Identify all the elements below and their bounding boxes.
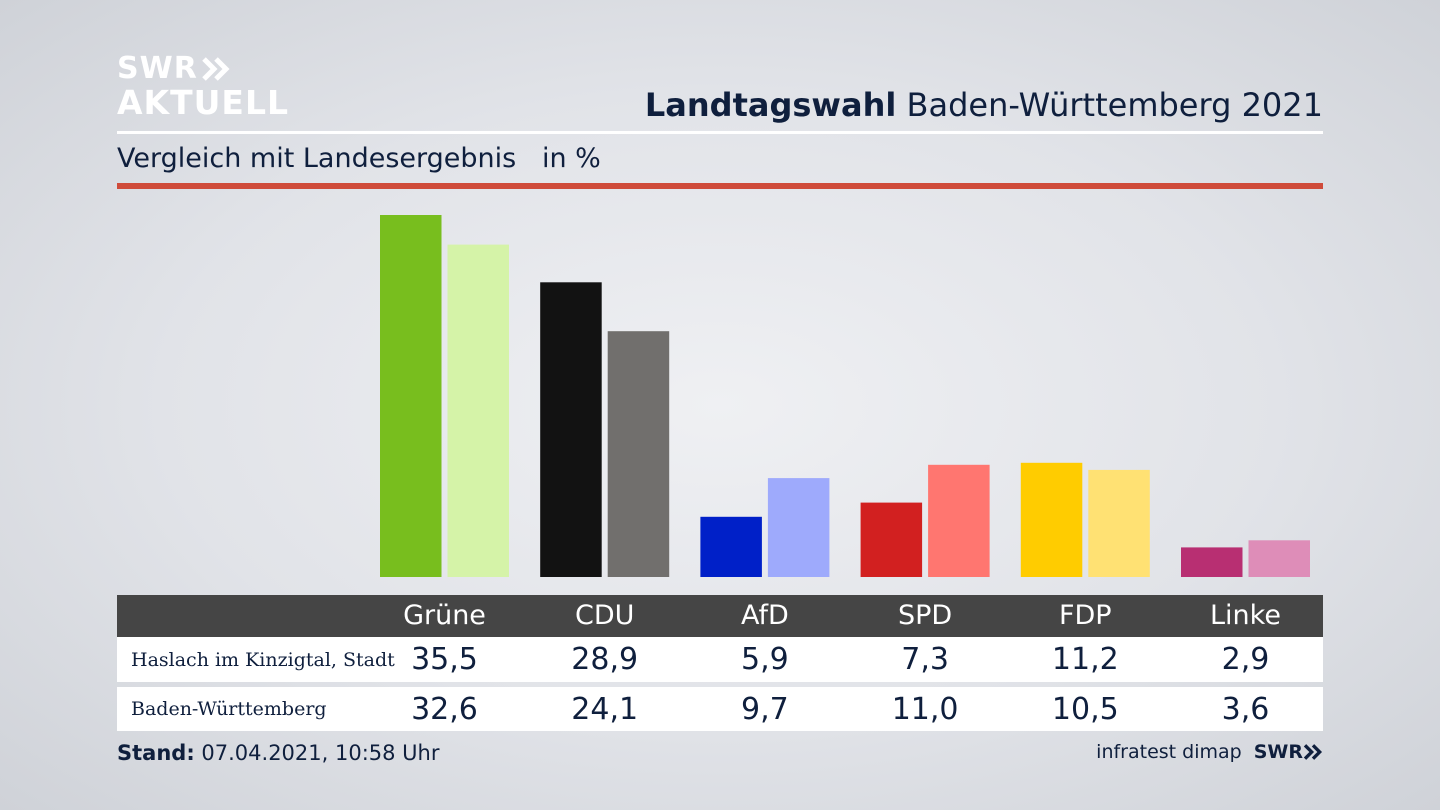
column-header: AfD [740, 600, 789, 631]
table-header: Grüne CDU AfD SPD FDP Linke [117, 595, 1323, 637]
timestamp: Stand: 07.04.2021, 10:58 Uhr [117, 741, 440, 765]
stand-label: Stand: [117, 741, 195, 765]
results-table: Grüne CDU AfD SPD FDP Linke Haslach im Kinzig… [117, 595, 1323, 731]
bar-linke-series1 [1181, 547, 1243, 577]
table-cell: 32,6 [411, 691, 478, 727]
column-header: SPD [897, 600, 953, 631]
bar-afd-series1 [700, 516, 762, 577]
page-title: Landtagswahl Baden-Württemberg 2021 [645, 86, 1323, 124]
double-chevron-icon [1303, 744, 1323, 760]
bar-spd-series2 [928, 464, 990, 577]
bar-chart [380, 215, 1310, 577]
title-rest: Baden-Württemberg 2021 [896, 86, 1324, 124]
column-header: CDU [574, 600, 635, 631]
bar-linke-series2 [1248, 540, 1310, 577]
table-cell: 11,0 [891, 691, 959, 727]
table-cell: 24,1 [571, 691, 639, 727]
table-cell: 9,7 [741, 691, 789, 727]
table-row: Baden-Württemberg 32,6 24,1 9,7 11,0 10,5 3,6 [117, 687, 1323, 731]
table-cell: 35,5 [411, 642, 478, 677]
swr-footer-logo: SWR [1254, 741, 1323, 763]
bar-fdp-series1 [1020, 462, 1083, 577]
table-body: Haslach im Kinzigtal, Stadt 35,5 28,9 5,9 7,… [117, 637, 1323, 731]
header-divider [117, 131, 1323, 134]
column-header: Grüne [403, 600, 486, 631]
table-cell: 10,5 [1051, 691, 1119, 727]
table-row: Haslach im Kinzigtal, Stadt 35,5 28,9 5,9 7,… [117, 637, 1323, 682]
chart-subtitle: Vergleich mit Landesergebnis in % [117, 143, 601, 174]
row-label: Haslach im Kinzigtal, Stadt [131, 648, 395, 671]
bar-grne-series2 [447, 244, 509, 577]
column-header: Linke [1210, 600, 1281, 631]
row-label: Baden-Württemberg [131, 698, 327, 720]
table-cell: 2,9 [1221, 642, 1270, 677]
bar-fdp-series2 [1088, 469, 1150, 577]
source-credit: infratest dimap SWR [1096, 741, 1323, 763]
source-text: infratest dimap [1096, 741, 1242, 763]
column-header: FDP [1058, 600, 1112, 631]
logo-line1: SWR [117, 51, 198, 86]
accent-divider [117, 183, 1323, 189]
table-cell: 7,3 [901, 642, 949, 677]
table-cell: 28,9 [571, 642, 639, 677]
bar-afd-series2 [767, 478, 830, 577]
bar-cdu-series2 [607, 331, 670, 577]
table-cell: 11,2 [1051, 642, 1119, 677]
logo-line2: AKTUELL [117, 83, 290, 122]
table-cell: 5,9 [741, 642, 789, 677]
swr-aktuell-logo: SWR AKTUELL [117, 51, 290, 122]
table-cell: 3,6 [1221, 691, 1270, 727]
bar-grne-series1 [380, 215, 442, 577]
bar-spd-series1 [860, 502, 923, 577]
double-chevron-icon [202, 57, 230, 81]
title-bold: Landtagswahl [644, 86, 897, 124]
bar-cdu-series1 [540, 282, 602, 577]
stand-value: 07.04.2021, 10:58 Uhr [194, 741, 440, 765]
swr-text: SWR [1253, 741, 1303, 763]
